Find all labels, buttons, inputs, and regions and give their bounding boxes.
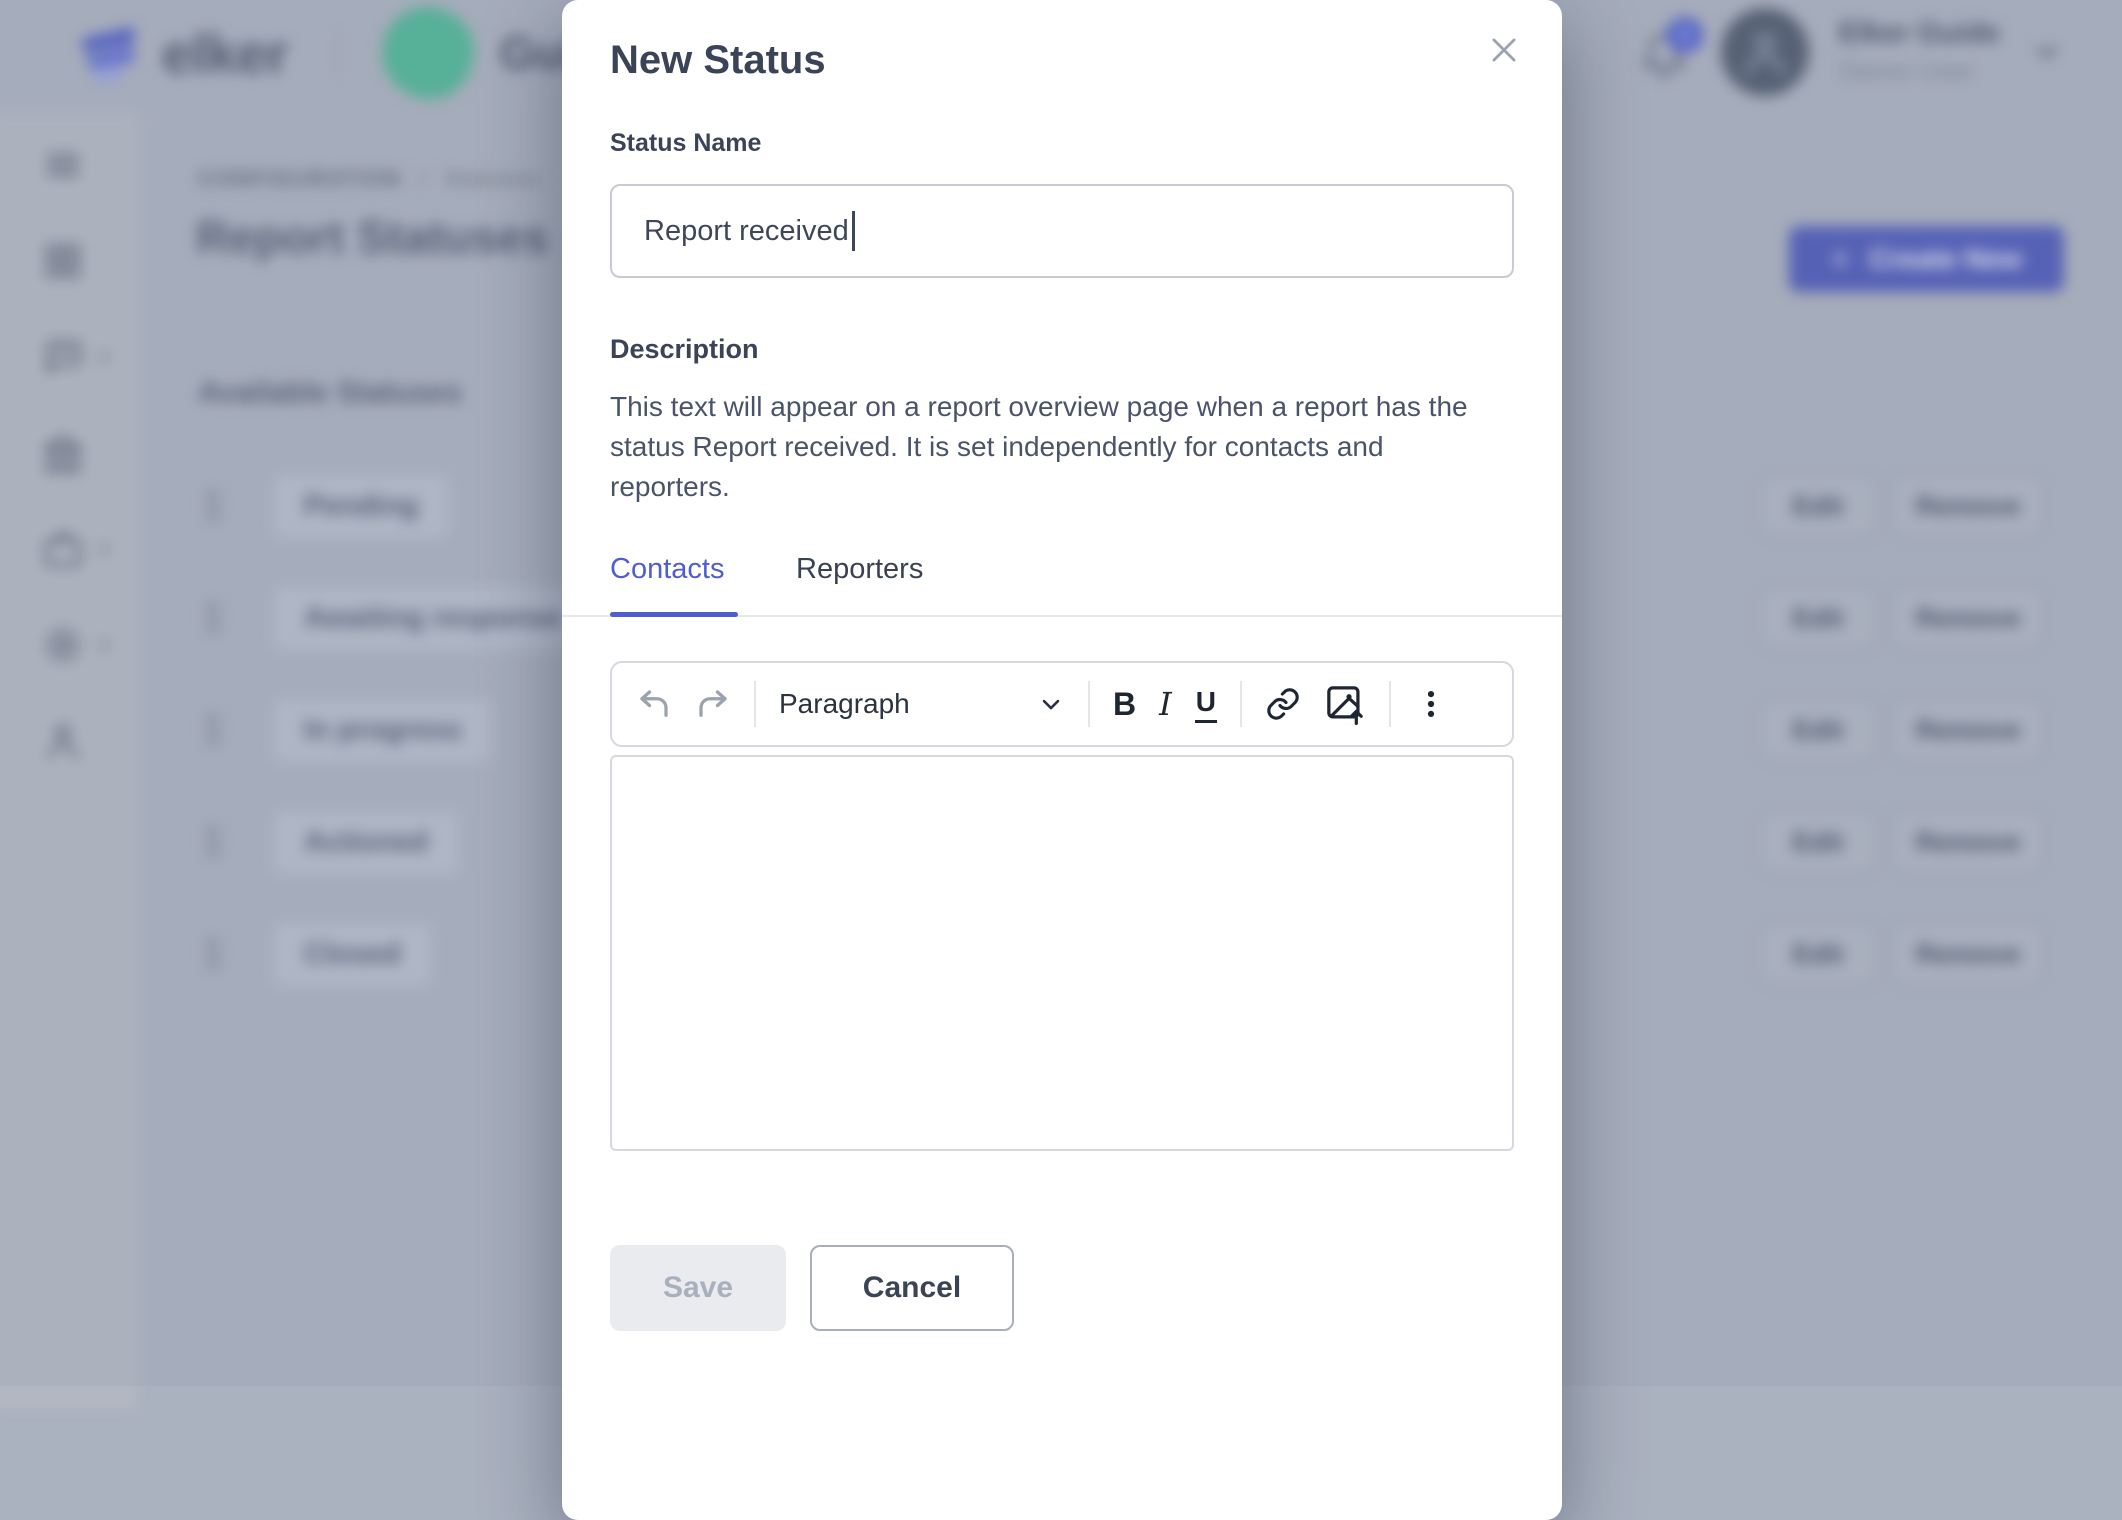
modal-title: New Status — [610, 38, 826, 82]
status-label: Awaiting response — [274, 586, 592, 650]
drag-handle-icon[interactable] — [202, 712, 224, 748]
description-text: This text will appear on a report overvi… — [610, 391, 1468, 503]
status-row-awaiting-response: Awaiting response Edit Remove — [138, 562, 2122, 674]
edit-button[interactable]: Edit — [1758, 922, 1878, 986]
remove-button[interactable]: Remove — [1892, 922, 2044, 986]
chevron-down-icon — [1042, 699, 1060, 710]
status-row-in-progress: In progress Edit Remove — [138, 674, 2122, 786]
sidebar-item-settings[interactable] — [40, 622, 110, 668]
more-options-icon[interactable] — [1414, 687, 1448, 721]
create-new-button[interactable]: + Create New — [1788, 226, 2064, 292]
audience-tabs: Contacts Reporters — [610, 553, 1514, 618]
drag-handle-icon[interactable] — [202, 936, 224, 972]
notification-bell-icon[interactable]: 1 — [1639, 17, 1703, 85]
remove-button[interactable]: Remove — [1892, 586, 2044, 650]
notification-badge: 1 — [1666, 17, 1703, 53]
status-name-value: Report received — [644, 214, 849, 247]
remove-button[interactable]: Remove — [1892, 698, 2044, 762]
edit-button[interactable]: Edit — [1758, 698, 1878, 762]
remove-button[interactable]: Remove — [1892, 474, 2044, 538]
toolbar-divider — [1239, 681, 1242, 728]
status-name-input[interactable]: Report received — [610, 184, 1514, 278]
active-tab-underline — [610, 612, 738, 618]
edit-button[interactable]: Edit — [1758, 810, 1878, 874]
status-label: Pending — [274, 474, 449, 538]
edit-button[interactable]: Edit — [1758, 474, 1878, 538]
close-icon[interactable] — [1480, 26, 1528, 74]
workspace-logo — [381, 7, 474, 99]
drag-handle-icon[interactable] — [202, 824, 224, 860]
tab-reporters[interactable]: Reporters — [796, 553, 923, 617]
breadcrumb-section[interactable]: CONFIGURATION — [198, 166, 402, 191]
editor-content-area[interactable] — [610, 755, 1514, 1152]
sidebar-item-workplace[interactable] — [40, 526, 110, 572]
sidebar-nav — [0, 114, 138, 1410]
status-name-label: Status Name — [610, 129, 762, 157]
toolbar-divider — [1088, 681, 1090, 728]
page-title: Report Statuses — [196, 211, 549, 263]
redo-icon[interactable] — [695, 686, 731, 722]
avatar[interactable] — [1720, 8, 1809, 96]
drag-handle-icon[interactable] — [202, 488, 224, 524]
breadcrumb-separator: / — [419, 166, 427, 191]
editor-toolbar: Paragraph B I U — [610, 661, 1514, 748]
status-row-closed: Closed Edit Remove — [138, 898, 2122, 1010]
link-icon[interactable] — [1265, 686, 1301, 722]
breadcrumb: CONFIGURATION / Statuses — [198, 166, 540, 192]
status-list: Pending Edit Remove Awaiting response Ed… — [138, 450, 2122, 1010]
user-menu-chevron-icon[interactable] — [2030, 35, 2064, 69]
bold-button[interactable]: B — [1113, 685, 1137, 722]
sidebar-item-dashboard[interactable] — [40, 238, 86, 284]
image-upload-icon[interactable] — [1324, 683, 1366, 726]
tab-contacts[interactable]: Contacts — [610, 553, 738, 618]
user-name: Elker Guide — [1838, 17, 2000, 49]
tabs-divider — [562, 615, 1562, 618]
status-label: Closed — [274, 922, 431, 986]
cancel-button[interactable]: Cancel — [810, 1245, 1014, 1332]
status-label: In progress — [274, 698, 492, 762]
underline-button[interactable]: U — [1194, 686, 1217, 723]
chevron-right-icon — [94, 539, 114, 559]
toolbar-divider — [754, 681, 756, 728]
sidebar-item-organisation[interactable] — [40, 430, 86, 476]
plus-icon: + — [1830, 240, 1850, 277]
topbar-divider — [335, 26, 338, 80]
status-label: Actioned — [274, 810, 459, 874]
elker-logo-icon — [76, 23, 142, 83]
brand-name: elker — [162, 21, 289, 85]
description-heading: Description — [610, 334, 759, 364]
status-row-actioned: Actioned Edit Remove — [138, 786, 2122, 898]
sidebar-item-users[interactable] — [40, 718, 86, 764]
text-cursor — [851, 211, 855, 251]
edit-button[interactable]: Edit — [1758, 586, 1878, 650]
block-format-dropdown[interactable]: Paragraph — [779, 688, 1065, 720]
available-statuses-heading: Available Statuses — [198, 376, 463, 409]
new-status-modal: New Status Status Name Report received D… — [562, 0, 1562, 1520]
page-content: CONFIGURATION / Statuses Report Statuses… — [138, 114, 2122, 1410]
modal-actions: Save Cancel — [610, 1245, 1514, 1332]
toolbar-divider — [1388, 681, 1391, 728]
breadcrumb-current: Statuses — [444, 166, 540, 191]
chevron-right-icon — [94, 635, 114, 655]
user-role: Demo User — [1838, 56, 1976, 86]
menu-toggle-icon[interactable] — [40, 142, 86, 188]
chevron-right-icon — [94, 347, 114, 367]
drag-handle-icon[interactable] — [202, 600, 224, 636]
sidebar-item-reports[interactable] — [40, 334, 110, 380]
italic-button[interactable]: I — [1159, 685, 1172, 724]
undo-icon[interactable] — [636, 686, 672, 722]
rich-text-editor: Paragraph B I U — [562, 661, 1562, 1332]
remove-button[interactable]: Remove — [1892, 810, 2044, 874]
status-row-pending: Pending Edit Remove — [138, 450, 2122, 562]
save-button[interactable]: Save — [610, 1245, 786, 1332]
